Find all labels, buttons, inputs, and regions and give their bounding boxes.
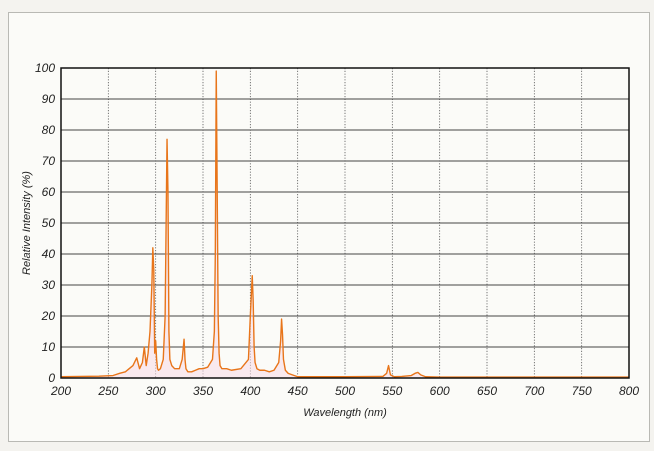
y-tick-label-60: 60 (42, 185, 56, 199)
x-tick-label-700: 700 (524, 384, 544, 398)
x-tick-label-750: 750 (572, 384, 592, 398)
y-tick-label-10: 10 (42, 340, 56, 354)
x-axis-title: Wavelength (nm) (303, 407, 387, 419)
y-tick-label-50: 50 (42, 216, 56, 230)
y-tick-labels: 0 10 20 30 40 50 60 70 80 90 100 (35, 61, 55, 385)
y-tick-label-80: 80 (42, 123, 56, 137)
figure-frame (8, 12, 650, 442)
y-tick-label-70: 70 (42, 154, 56, 168)
x-tick-label-650: 650 (477, 384, 497, 398)
plot-area-border (60, 67, 630, 379)
x-tick-label-500: 500 (335, 384, 355, 398)
spectrum-line (60, 70, 629, 378)
y-tick-label-20: 20 (41, 309, 56, 323)
x-tick-label-450: 450 (288, 384, 308, 398)
x-tick-label-200: 200 (50, 384, 71, 398)
x-tick-label-550: 550 (382, 384, 402, 398)
grid-layer (60, 67, 630, 379)
y-axis-title: Relative Intensity (%) (21, 171, 33, 275)
x-tick-label-350: 350 (193, 384, 213, 398)
x-tick-label-800: 800 (619, 384, 639, 398)
y-tick-label-90: 90 (42, 92, 56, 106)
x-tick-label-250: 250 (97, 384, 118, 398)
x-tick-label-300: 300 (146, 384, 166, 398)
x-tick-label-600: 600 (430, 384, 450, 398)
y-tick-label-30: 30 (42, 278, 56, 292)
x-tick-label-400: 400 (240, 384, 260, 398)
x-tick-labels: 200 250 300 350 400 450 500 550 600 650 700 750 800 (50, 384, 639, 398)
y-tick-label-40: 40 (42, 247, 56, 261)
y-tick-label-100: 100 (35, 61, 55, 75)
y-tick-label-0: 0 (48, 371, 55, 385)
